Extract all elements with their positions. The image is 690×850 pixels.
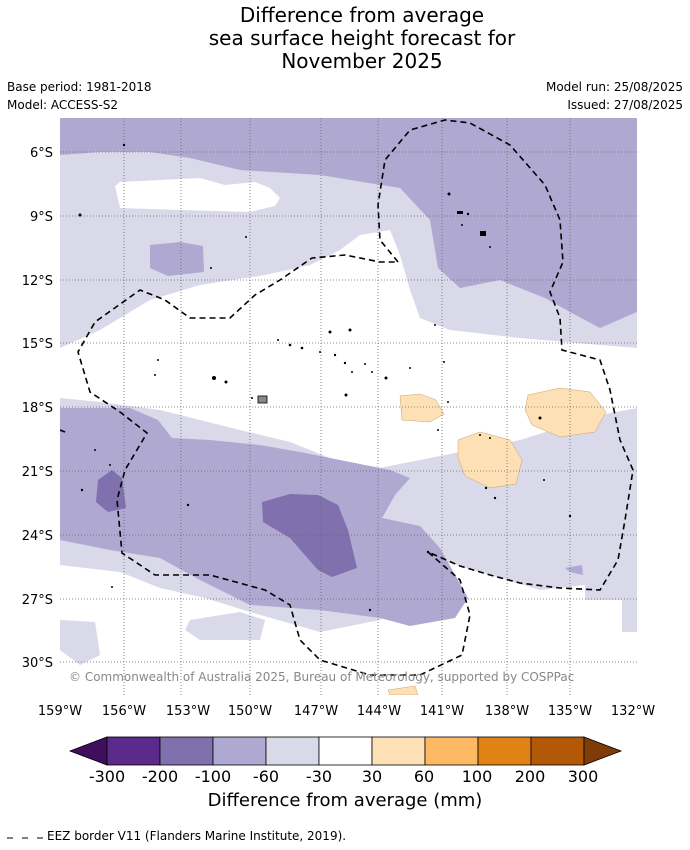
lat-label: 27°S (22, 593, 53, 608)
colorbar-title: Difference from average (mm) (207, 790, 483, 811)
model-run: Model run: 25/08/2025 (545, 80, 683, 94)
lat-label: 15°S (22, 337, 53, 352)
colorbar-tick: -200 (142, 767, 178, 786)
anomaly-band-medium (60, 118, 637, 626)
anomaly-band-white (60, 178, 637, 468)
colorbar-tick: -60 (253, 767, 279, 786)
lat-label: 30°S (22, 656, 53, 671)
lon-label: 141°W (420, 704, 464, 719)
colorbar-segment (106, 736, 161, 766)
anomaly-band-dark (96, 470, 357, 577)
title-line-2: sea surface height forecast for (208, 26, 516, 50)
base-period: Base period: 1981-2018 (7, 80, 152, 94)
title-line-1: Difference from average (239, 3, 485, 27)
colorbar-tick: -30 (306, 767, 332, 786)
eez-legend: EEZ border V11 (Flanders Marine Institut… (7, 829, 346, 843)
anomaly-positive-patches (387, 387, 607, 695)
islands (78, 143, 572, 612)
lat-label: 24°S (22, 529, 53, 544)
colorbar-tick: 30 (362, 767, 382, 786)
colorbar-segment (212, 736, 267, 766)
colorbar-segment (530, 736, 585, 766)
colorbar-extend-low (68, 736, 108, 766)
lon-label: 153°W (166, 704, 210, 719)
map-attribution: © Commonwealth of Australia 2025, Bureau… (69, 670, 574, 684)
gridlines (60, 118, 637, 695)
colorbar-segment (477, 736, 532, 766)
longitude-labels: 159°W 156°W 153°W 150°W 147°W 144°W 141°… (38, 704, 655, 719)
lon-label: 144°W (357, 704, 401, 719)
title-line-3: November 2025 (281, 49, 443, 73)
lat-label: 18°S (22, 401, 53, 416)
colorbar-segment (318, 736, 373, 766)
colorbar-tick: -300 (89, 767, 125, 786)
colorbar-segment (265, 736, 320, 766)
lon-label: 135°W (548, 704, 592, 719)
map-plot-area: © Commonwealth of Australia 2025, Bureau… (60, 118, 637, 695)
colorbar (68, 736, 623, 766)
colorbar-tick: 300 (568, 767, 599, 786)
colorbar-tick: 100 (462, 767, 493, 786)
eez-legend-text: EEZ border V11 (Flanders Marine Institut… (47, 829, 347, 843)
lat-label: 21°S (22, 465, 53, 480)
colorbar-segment (159, 736, 214, 766)
colorbar-segment (424, 736, 479, 766)
lon-label: 138°W (485, 704, 529, 719)
lon-label: 132°W (611, 704, 655, 719)
colorbar-segment (371, 736, 426, 766)
meta-left: Base period: 1981-2018 Model: ACCESS-S2 (7, 78, 152, 114)
eez-borders (60, 119, 634, 676)
colorbar-extend-high (583, 736, 623, 766)
lon-label: 150°W (228, 704, 272, 719)
colorbar-tick: -100 (195, 767, 231, 786)
model-name: Model: ACCESS-S2 (7, 98, 119, 112)
colorbar-tick: 60 (414, 767, 434, 786)
lat-label: 9°S (30, 210, 53, 225)
issued-date: Issued: 27/08/2025 (567, 98, 683, 112)
colorbar-tick-labels: -300 -200 -100 -60 -30 30 60 100 200 300 (89, 767, 598, 786)
lat-label: 6°S (30, 146, 53, 161)
lon-label: 147°W (294, 704, 338, 719)
meta-right: Model run: 25/08/2025 Issued: 27/08/2025 (546, 78, 683, 114)
latitude-labels: 6°S 9°S 12°S 15°S 18°S 21°S 24°S 27°S 30… (22, 146, 53, 671)
map-title: Difference from average sea surface heig… (0, 4, 690, 73)
lon-label: 156°W (102, 704, 146, 719)
colorbar-tick: 200 (515, 767, 546, 786)
lon-label: 159°W (38, 704, 82, 719)
lat-label: 12°S (22, 274, 53, 289)
